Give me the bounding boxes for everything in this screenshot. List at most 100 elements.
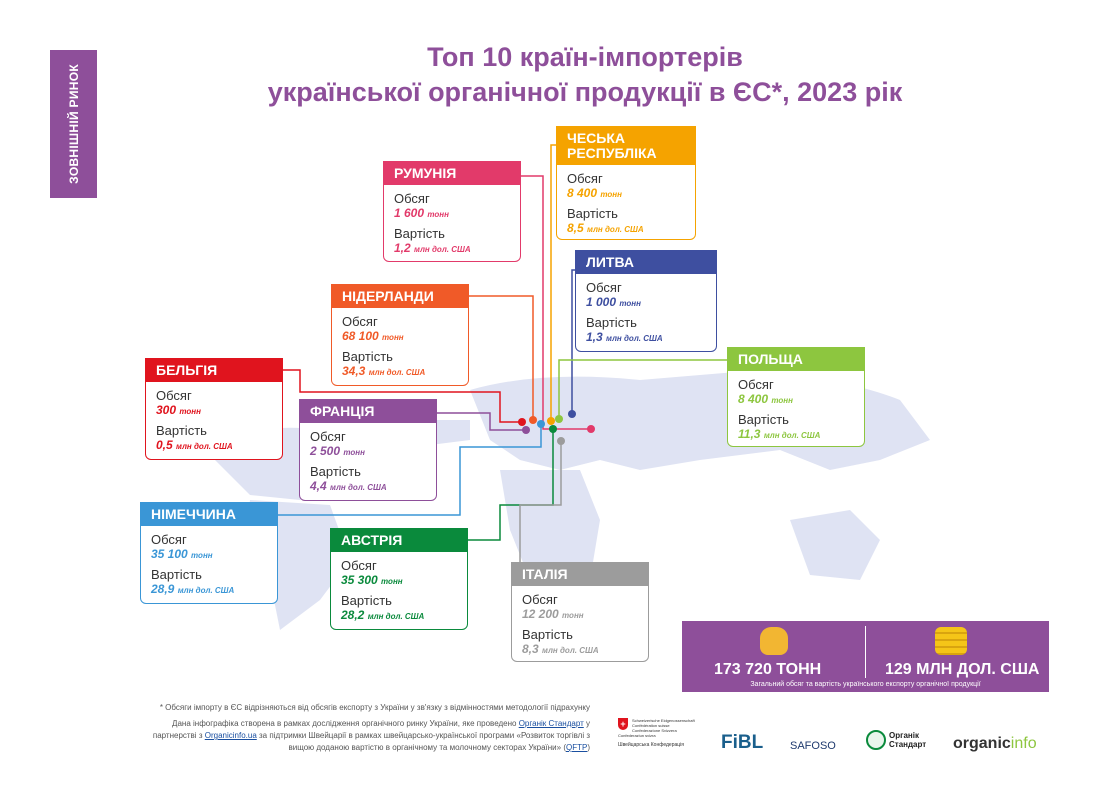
volume-number: 8 400 [738,392,769,406]
swiss-flag-icon: + [618,718,628,730]
credits-text: з [198,731,203,740]
value-value: 1,3 млн дол. США [586,330,706,344]
country-marker [557,437,565,445]
fibl-logo: FiBL [721,732,764,753]
total-volume: 173 720 ТОНН [714,661,822,678]
volume-label: Обсяг [522,592,558,607]
qftp-link[interactable]: QFTP [565,743,588,752]
volume-label: Обсяг [342,314,378,329]
volume-unit: тонн [381,577,403,586]
volume-unit: тонн [191,551,213,560]
volume-unit: тонн [771,396,793,405]
volume-label: Обсяг [586,280,622,295]
volume-number: 1 000 [586,295,617,309]
organic-standard-logo: Органік Стандарт [866,730,929,750]
credits-text: у партнерстві [152,719,590,740]
organicinfo-link[interactable]: Organicinfo.ua [204,731,257,740]
country-card: РУМУНІЯ Обсяг 1 600 тонн Вартість 1,2 мл… [383,161,521,262]
connector-line [468,295,534,420]
swiss-logo-text: Швейцарська Конфедерація [618,742,684,748]
volume-unit: тонн [427,210,449,219]
country-name: НІМЕЧЧИНА [141,503,277,526]
value-unit: млн дол. США [542,646,599,655]
country-marker [549,425,557,433]
connector-line [278,424,542,516]
value-label: Вартість [394,226,445,241]
volume-value: 68 100 тонн [342,329,458,343]
swiss-logo: + Schweizerische Eidgenossenschaft Conféd… [618,718,708,748]
title-line-1: Топ 10 країн-імпортерів [427,42,743,72]
title-line-2: української органічної продукції в ЄС*, … [267,77,903,107]
connector-line [520,175,591,430]
value-value: 8,5 млн дол. США [567,221,685,235]
country-name: НІДЕРЛАНДИ [332,285,468,308]
volume-value: 35 100 тонн [151,547,267,561]
country-marker [529,416,537,424]
value-value: 11,3 млн дол. США [738,427,854,441]
value-unit: млн дол. США [176,442,233,451]
volume-unit: тонн [179,407,201,416]
volume-label: Обсяг [341,558,377,573]
volume-unit: тонн [619,299,641,308]
volume-value: 2 500 тонн [310,444,426,458]
volume-number: 2 500 [310,444,341,458]
value-label: Вартість [522,627,573,642]
organic-standard-link[interactable]: Органік Стандарт [518,719,584,728]
value-label: Вартість [342,349,393,364]
country-name: БЕЛЬГІЯ [146,359,282,382]
country-marker [568,410,576,418]
volume-label: Обсяг [151,532,187,547]
value-number: 28,2 [341,608,365,622]
volume-value: 1 600 тонн [394,206,510,220]
section-tag: ЗОВНІШНІЙ РИНОК [50,50,97,198]
value-label: Вартість [156,423,207,438]
credits-text: Дана інфографіка створена в рамках дослі… [172,719,517,728]
value-number: 1,2 [394,241,411,255]
value-number: 34,3 [342,364,366,378]
value-label: Вартість [310,464,361,479]
volume-label: Обсяг [394,191,430,206]
country-card: БЕЛЬГІЯ Обсяг 300 тонн Вартість 0,5 млн … [145,358,283,460]
country-card: НІДЕРЛАНДИ Обсяг 68 100 тонн Вартість 34… [331,284,469,386]
volume-number: 8 400 [567,186,598,200]
country-name: РУМУНІЯ [384,162,520,185]
value-label: Вартість [586,315,637,330]
volume-number: 35 100 [151,547,188,561]
volume-value: 300 тонн [156,403,272,417]
footnote: * Обсяги імпорту в ЄС відрізняються від … [159,703,590,712]
connector-line [282,369,522,423]
value-label: Вартість [567,206,618,221]
volume-value: 12 200 тонн [522,607,638,621]
volume-label: Обсяг [156,388,192,403]
connector-line [468,429,554,541]
totals-caption: Загальний обсяг та вартість українського… [750,681,981,688]
safoso-logo: SAFOSO [790,740,836,752]
country-marker [555,415,563,423]
connector-line [437,412,526,431]
volume-value: 1 000 тонн [586,295,706,309]
value-value: 8,3 млн дол. США [522,642,638,656]
volume-value: 35 300 тонн [341,573,457,587]
value-value: 34,3 млн дол. США [342,364,458,378]
value-unit: млн дол. США [330,483,387,492]
country-name: АВСТРІЯ [331,529,467,552]
volume-label: Обсяг [310,429,346,444]
volume-unit: тонн [600,190,622,199]
organicinfo-logo: organicinfo [953,735,1037,753]
connector-line [519,441,562,562]
value-unit: млн дол. США [177,586,235,595]
country-card: ФРАНЦІЯ Обсяг 2 500 тонн Вартість 4,4 мл… [299,399,437,501]
country-card: ЧЕСЬКА РЕСПУБЛІКА Обсяг 8 400 тонн Варті… [556,126,696,240]
value-number: 8,3 [522,642,539,656]
value-label: Вартість [151,567,202,582]
value-value: 28,2 млн дол. США [341,608,457,622]
value-label: Вартість [341,593,392,608]
value-unit: млн дол. США [414,245,471,254]
volume-value: 8 400 тонн [567,186,685,200]
value-number: 8,5 [567,221,584,235]
country-marker [522,426,530,434]
totals-panel: 173 720 ТОНН 129 МЛН ДОЛ. США Загальний … [682,621,1049,692]
volume-unit: тонн [343,448,365,457]
country-name: ІТАЛІЯ [512,563,648,586]
organicinfo-text: organic [953,735,1011,752]
